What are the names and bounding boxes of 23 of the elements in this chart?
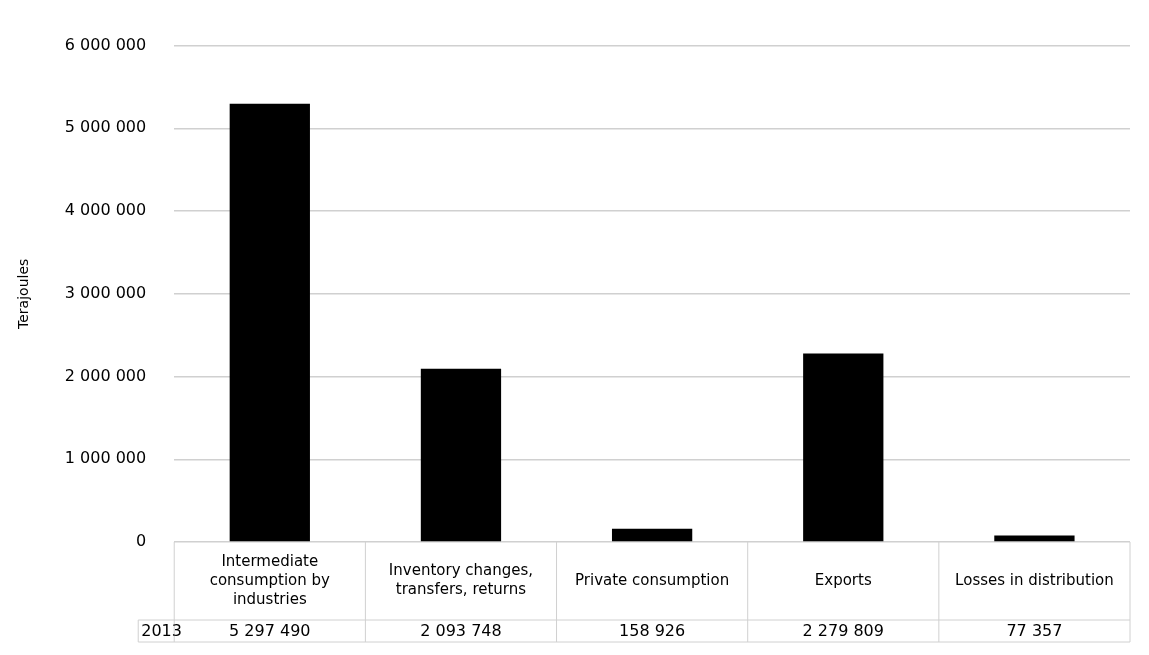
text: 2013 bbox=[141, 621, 182, 641]
x-tick-label: Intermediate consumption by industries bbox=[209, 551, 331, 608]
y-tick-label: 0 bbox=[136, 531, 147, 551]
y-tick-label: 2 000 000 bbox=[64, 365, 147, 385]
x-tick-label: Private consumption bbox=[575, 570, 730, 589]
bar bbox=[420, 368, 502, 542]
y-tick-label: 5 000 000 bbox=[64, 117, 147, 137]
data-label: 2 279 809 bbox=[802, 621, 884, 641]
x-tick-label: Exports bbox=[814, 570, 872, 589]
y-tick-label: 6 000 000 bbox=[64, 34, 147, 54]
bar bbox=[803, 353, 884, 542]
data-label: 2 093 748 bbox=[420, 621, 502, 641]
data-label: 77 357 bbox=[1006, 621, 1063, 641]
x-tick-label: Inventory changes, transfers, returns bbox=[388, 561, 534, 599]
bar bbox=[611, 528, 693, 542]
bar bbox=[229, 103, 310, 542]
y-tick-label: 3 000 000 bbox=[64, 282, 147, 302]
y-tick-label: 1 000 000 bbox=[64, 448, 147, 468]
data-label: 158 926 bbox=[619, 621, 686, 641]
data-label: 5 297 490 bbox=[229, 621, 311, 641]
x-tick-label: Losses in distribution bbox=[955, 570, 1114, 589]
y-tick-label: 4 000 000 bbox=[64, 200, 147, 220]
y-axis-title: Terajoules bbox=[15, 258, 32, 330]
